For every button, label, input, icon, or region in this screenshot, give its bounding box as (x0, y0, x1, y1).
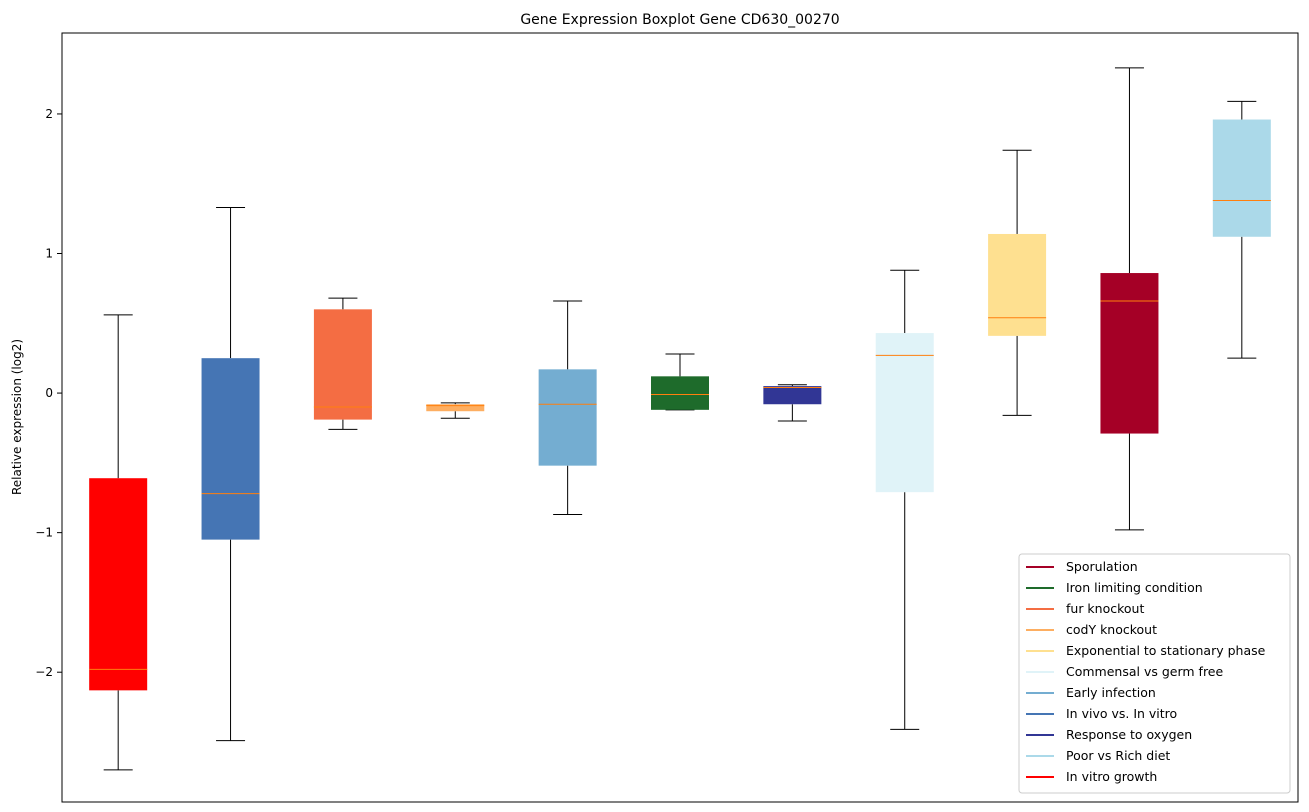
y-axis: −2 −1 0 1 2 (35, 107, 62, 679)
plot-frame (61, 32, 1299, 803)
legend-label: Exponential to stationary phase (1066, 643, 1266, 658)
y-tick-label: 0 (45, 386, 53, 400)
legend: Sporulation Iron limiting condition fur kn… (1018, 553, 1291, 794)
box-body (538, 369, 597, 466)
y-tick-label: 2 (45, 107, 53, 121)
legend-label: Commensal vs germ free (1066, 664, 1223, 679)
box-body (988, 233, 1047, 336)
box-response-to-oxygen (763, 384, 822, 422)
chart-title: Gene Expression Boxplot Gene CD630_00270 (520, 12, 839, 28)
legend-label: fur knockout (1066, 601, 1144, 616)
legend-entry: Early infection (1026, 685, 1156, 700)
box-body (763, 386, 822, 405)
legend-entry: Exponential to stationary phase (1026, 643, 1266, 658)
legend-entry: Poor vs Rich diet (1026, 748, 1170, 763)
legend-entry: Sporulation (1026, 559, 1138, 574)
legend-entry: In vitro growth (1026, 769, 1157, 784)
legend-entry: Commensal vs germ free (1026, 664, 1223, 679)
legend-label: Poor vs Rich diet (1066, 748, 1170, 763)
y-tick-label: −1 (35, 526, 53, 540)
box-commensal-vs-germ-free (875, 269, 934, 730)
box-sporulation (1100, 67, 1159, 531)
box-body (875, 333, 934, 493)
box-body (426, 404, 485, 412)
legend-label: In vivo vs. In vitro (1066, 706, 1177, 721)
legend-label: Iron limiting condition (1066, 580, 1203, 595)
box-early-infection (538, 300, 597, 515)
legend-frame (1018, 553, 1291, 794)
y-axis-label: Relative expression (log2) (10, 339, 24, 495)
legend-entry: Response to oxygen (1026, 727, 1192, 742)
box-body (1212, 119, 1271, 237)
legend-label: Early infection (1066, 685, 1156, 700)
legend-label: Response to oxygen (1066, 727, 1192, 742)
legend-entry: In vivo vs. In vitro (1026, 706, 1177, 721)
box-body (201, 358, 260, 540)
box-in-vitro-growth (89, 314, 148, 771)
box-fur-knockout (313, 297, 372, 430)
box-in-vivo-vs-in-vitro (201, 206, 260, 742)
y-tick-label: 1 (45, 247, 53, 261)
box-series (89, 67, 1271, 771)
box-poor-vs-rich-diet (1212, 100, 1271, 359)
legend-label: Sporulation (1066, 559, 1138, 574)
legend-entry: Iron limiting condition (1026, 580, 1203, 595)
box-body (89, 478, 148, 691)
legend-label: codY knockout (1066, 622, 1157, 637)
box-body (1100, 273, 1159, 434)
legend-entry: codY knockout (1026, 622, 1157, 637)
legend-label: In vitro growth (1066, 769, 1157, 784)
box-exponential-to-stationary-phase (988, 149, 1047, 416)
legend-entry: fur knockout (1026, 601, 1144, 616)
box-body (313, 309, 372, 420)
y-tick-label: −2 (35, 665, 53, 679)
box-cody-knockout (426, 402, 485, 419)
box-iron-limiting-condition (651, 353, 709, 411)
box-body (651, 376, 709, 410)
